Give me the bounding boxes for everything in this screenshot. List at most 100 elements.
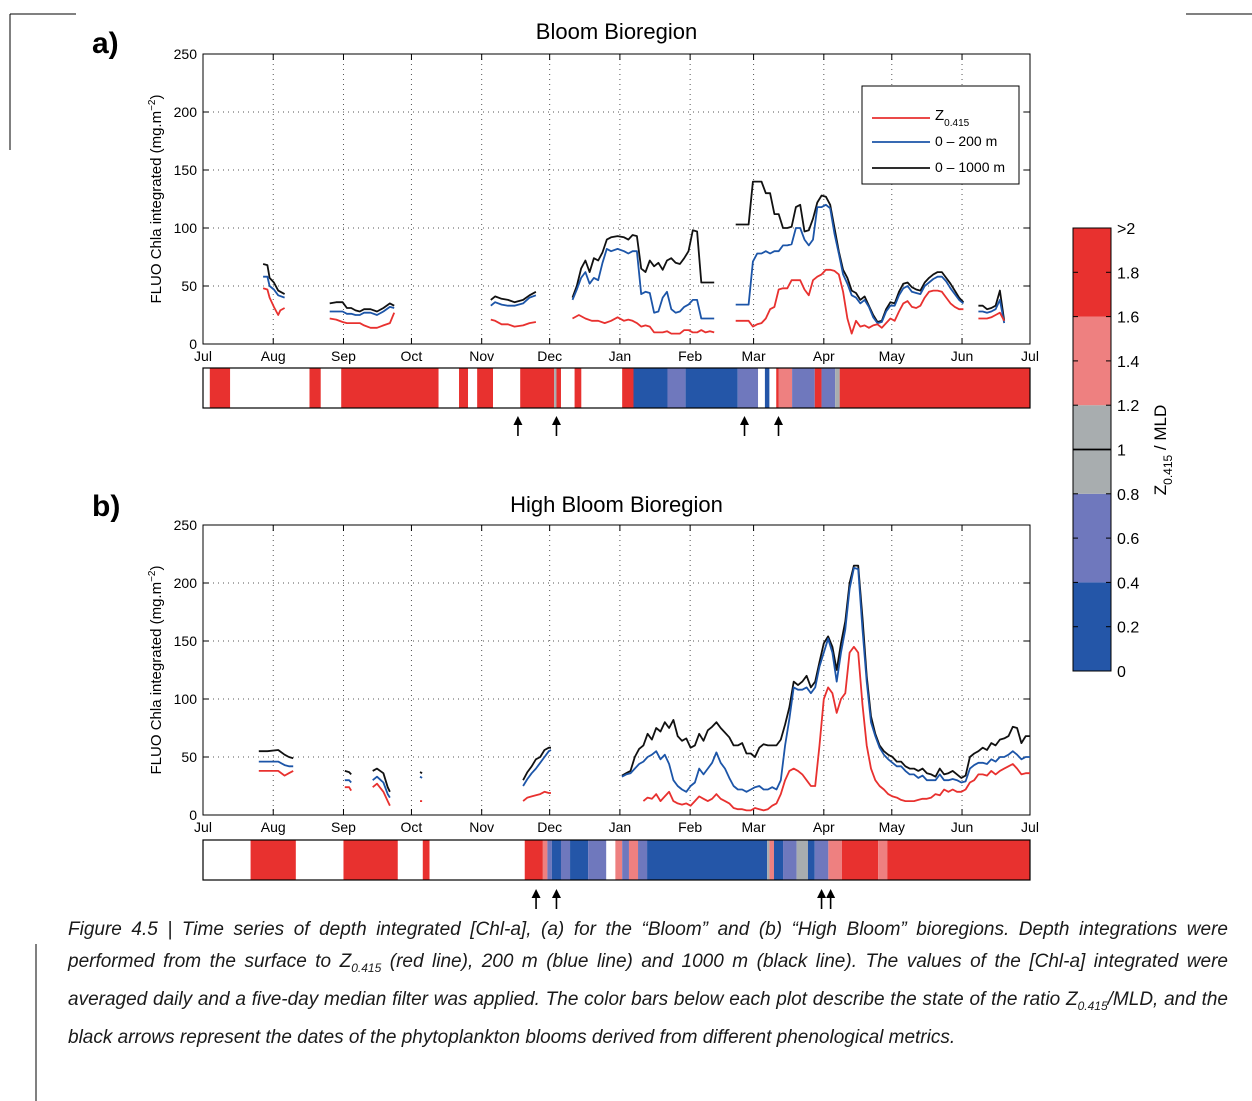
ratio-bar-segment	[835, 368, 840, 408]
x-tick-label: Jan	[609, 819, 632, 835]
series-line-d200	[621, 567, 1030, 793]
series-line-z0415	[522, 790, 551, 802]
y-tick-label: 250	[174, 46, 198, 62]
bloom-arrow-head	[740, 416, 750, 425]
series-line-d1000	[372, 767, 391, 793]
ratio-bar-segment	[560, 368, 575, 408]
ratio-bar-segment	[769, 368, 777, 408]
colorbar-label-sub: 0.415	[1161, 454, 1175, 484]
colorbar-tick-label: 0	[1117, 664, 1126, 681]
ratio-bar-segment	[778, 368, 793, 408]
panel-a: a) Bloom Bioregion 0 50 100 150 200 250 Jul Aug Se…	[92, 19, 1039, 436]
series-line-d200	[263, 275, 285, 299]
colorbar-tick-label: 1.2	[1117, 398, 1139, 415]
x-tick-label: Jul	[1021, 348, 1039, 364]
colorbar-tick-label: 1.8	[1117, 265, 1139, 282]
ratio-bar-segment	[887, 840, 1030, 880]
colorbar-tick-label: 0.4	[1117, 575, 1139, 592]
caption-z-2: Z	[1066, 988, 1078, 1010]
ratio-bar-segment	[209, 368, 231, 408]
series-line-d200	[522, 749, 552, 787]
ratio-bar-segment	[606, 840, 616, 880]
series-line-z0415	[258, 770, 294, 777]
x-tick-label: Mar	[742, 348, 766, 364]
y-tick-label: 50	[181, 749, 197, 765]
series-line-z0415	[642, 645, 1030, 812]
ratio-bar-segment	[667, 368, 686, 408]
panel-label: a)	[92, 27, 119, 60]
y-tick-label: 150	[174, 633, 198, 649]
legend: Z0.415 0 – 200 m 0 – 1000 m	[861, 85, 1020, 185]
caption-text-3: /MLD, and the black arrows represent the…	[68, 988, 1228, 1048]
bloom-arrow-head	[817, 889, 827, 898]
ratio-bar-segment	[878, 840, 888, 880]
ratio-bar-segment	[397, 840, 423, 880]
ratio-bar-segment	[615, 840, 623, 880]
ratio-bar-segment	[341, 368, 439, 408]
series-line-d200	[978, 298, 1006, 324]
ratio-bar-segment	[320, 368, 342, 408]
ratio-bar-segment	[459, 368, 469, 408]
x-tick-label: Sep	[331, 348, 356, 364]
ratio-bar-frame	[202, 367, 1031, 409]
series-line-z0415	[372, 782, 391, 807]
series-line-d1000	[419, 771, 423, 774]
ratio-bar-segment	[783, 840, 797, 880]
x-tick-label: Nov	[469, 819, 494, 835]
y-tick-label: 200	[174, 575, 198, 591]
x-tick-label: Jul	[1021, 819, 1039, 835]
y-tick-label: 0	[189, 336, 197, 352]
colorbar-tick-label: 1.4	[1117, 354, 1139, 371]
ratio-bar-segment	[792, 368, 815, 408]
ratio-bar-segment	[685, 368, 738, 408]
x-tick-label: Jun	[951, 819, 974, 835]
series-line-d1000	[978, 289, 1006, 321]
series-line-z0415	[978, 311, 1005, 322]
ratio-bar-segment	[203, 368, 210, 408]
x-tick-label: Jul	[194, 819, 212, 835]
caption-z: Z	[339, 951, 352, 972]
ratio-bar-segment	[773, 840, 784, 880]
x-tick-label: Apr	[813, 348, 835, 364]
ratio-bar-segment	[250, 840, 296, 880]
ratio-bar-segment	[764, 368, 770, 408]
series-line-d1000	[258, 749, 294, 760]
ratio-bar-segment	[309, 368, 321, 408]
x-tick-label: Apr	[813, 819, 835, 835]
ratio-bar-segment	[524, 840, 543, 880]
ratio-bar-segment	[839, 368, 1030, 408]
x-tick-label: Jan	[609, 348, 632, 364]
ratio-bar-segment	[588, 840, 607, 880]
colorbar-tick-label: 0.2	[1117, 620, 1139, 637]
x-tick-label: Aug	[261, 348, 286, 364]
colorbar-tick-label: 0.8	[1117, 487, 1139, 504]
bloom-arrow-head	[513, 416, 523, 425]
ratio-bar-segment	[769, 840, 774, 880]
series-line-d200	[344, 779, 352, 784]
colorbar-segment	[1073, 582, 1111, 671]
ratio-bar-segment	[628, 840, 639, 880]
x-tick-label: Dec	[537, 348, 562, 364]
ratio-bar-segment	[807, 840, 815, 880]
panel-label: b)	[92, 490, 120, 523]
colorbar-segment	[1073, 316, 1111, 406]
x-tick-label: Nov	[469, 348, 494, 364]
ratio-bar-segment	[622, 368, 634, 408]
series-line-d200	[490, 294, 537, 307]
x-tick-label: Jul	[194, 348, 212, 364]
y-tick-label: 100	[174, 691, 198, 707]
series-line-d1000	[490, 291, 537, 304]
colorbar-segment	[1073, 228, 1111, 317]
ratio-bar-segment	[633, 368, 668, 408]
series-line-z0415	[262, 287, 286, 316]
series-line-z0415	[329, 312, 396, 329]
y-axis-label-text: FLUO Chla integrated (mg.m	[148, 111, 165, 304]
ratio-bar-segment	[737, 368, 759, 408]
series-line-d1000	[344, 770, 352, 776]
series-line-d1000	[621, 564, 1030, 779]
ratio-bar-segment	[767, 840, 770, 880]
series-line-d200	[419, 775, 423, 779]
ratio-bar-segment	[814, 368, 822, 408]
colorbar-tick-label: 1	[1117, 443, 1126, 460]
ratio-bar-segment	[477, 368, 494, 408]
